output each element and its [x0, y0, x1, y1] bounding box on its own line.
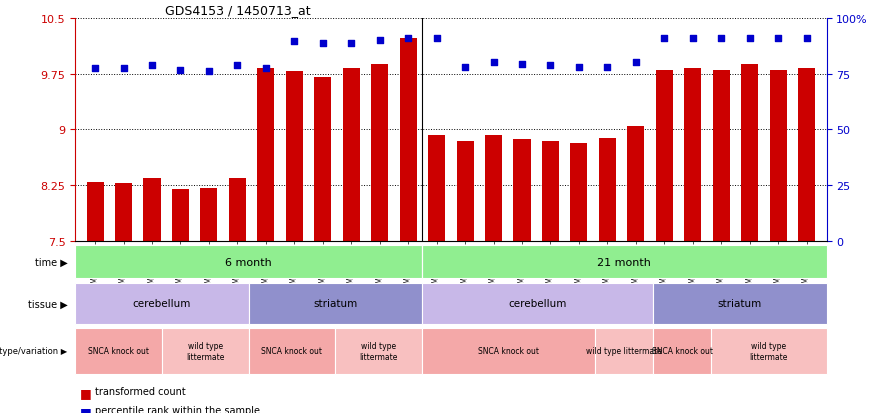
Bar	[595, 328, 653, 374]
Bar	[115, 184, 132, 242]
Bar	[343, 69, 360, 242]
Point	[145, 63, 159, 69]
Text: wild type littermate: wild type littermate	[586, 347, 662, 356]
Bar	[335, 328, 422, 374]
Bar	[171, 190, 189, 242]
Point	[743, 36, 757, 43]
Bar	[653, 283, 827, 324]
Bar	[485, 136, 502, 242]
Bar	[428, 136, 446, 242]
Point	[173, 67, 187, 74]
Bar	[542, 141, 559, 242]
Text: striatum: striatum	[313, 299, 357, 309]
Point	[771, 36, 785, 43]
Point	[259, 66, 273, 72]
Text: wild type
littermate: wild type littermate	[186, 342, 225, 361]
Point	[316, 40, 330, 47]
Text: 6 month: 6 month	[225, 257, 272, 267]
Text: transformed count: transformed count	[95, 386, 186, 396]
Point	[117, 66, 131, 72]
Point	[514, 62, 529, 68]
Text: time ▶: time ▶	[34, 257, 68, 267]
Bar	[75, 283, 248, 324]
Bar	[75, 328, 162, 374]
Bar	[422, 283, 653, 324]
Text: wild type
littermate: wild type littermate	[750, 342, 788, 361]
Text: 21 month: 21 month	[598, 257, 652, 267]
Text: ■: ■	[80, 405, 91, 413]
Point	[714, 36, 728, 43]
Point	[572, 64, 586, 71]
Bar	[248, 283, 422, 324]
Bar	[770, 71, 787, 242]
Text: SNCA knock out: SNCA knock out	[478, 347, 539, 356]
Bar	[628, 126, 644, 242]
Bar	[248, 328, 335, 374]
Text: cerebellum: cerebellum	[508, 299, 567, 309]
Bar	[570, 143, 588, 242]
Bar	[422, 328, 595, 374]
Point	[544, 63, 558, 69]
Point	[600, 64, 614, 71]
Text: percentile rank within the sample: percentile rank within the sample	[95, 405, 260, 413]
Point	[486, 60, 500, 66]
Bar	[400, 39, 416, 242]
Point	[686, 36, 700, 43]
Point	[344, 40, 358, 47]
Point	[231, 63, 245, 69]
Text: GDS4153 / 1450713_at: GDS4153 / 1450713_at	[165, 5, 311, 17]
Bar	[87, 182, 103, 242]
Bar	[514, 140, 530, 242]
Point	[373, 38, 387, 44]
Point	[88, 66, 103, 72]
Text: SNCA knock out: SNCA knock out	[652, 347, 713, 356]
Text: cerebellum: cerebellum	[133, 299, 191, 309]
Bar	[371, 65, 388, 242]
Bar	[684, 69, 701, 242]
Bar	[653, 328, 711, 374]
Bar	[257, 69, 274, 242]
Bar	[711, 328, 827, 374]
Bar	[656, 71, 673, 242]
Text: striatum: striatum	[718, 299, 762, 309]
Point	[430, 36, 444, 43]
Text: tissue ▶: tissue ▶	[28, 299, 68, 309]
Point	[401, 36, 415, 43]
Bar	[314, 78, 332, 242]
Text: SNCA knock out: SNCA knock out	[88, 347, 149, 356]
Text: ■: ■	[80, 386, 91, 399]
Text: SNCA knock out: SNCA knock out	[262, 347, 323, 356]
Bar	[162, 328, 248, 374]
Text: genotype/variation ▶: genotype/variation ▶	[0, 347, 68, 356]
Bar	[741, 65, 758, 242]
Point	[629, 60, 643, 66]
Bar	[422, 246, 827, 279]
Bar	[598, 139, 616, 242]
Bar	[713, 71, 730, 242]
Bar	[143, 178, 161, 242]
Point	[202, 69, 216, 76]
Point	[799, 36, 813, 43]
Bar	[798, 69, 815, 242]
Point	[657, 36, 671, 43]
Text: wild type
littermate: wild type littermate	[360, 342, 398, 361]
Bar	[75, 246, 422, 279]
Bar	[229, 178, 246, 242]
Bar	[286, 72, 303, 242]
Bar	[201, 188, 217, 242]
Point	[287, 39, 301, 46]
Bar	[456, 141, 474, 242]
Point	[458, 64, 472, 71]
